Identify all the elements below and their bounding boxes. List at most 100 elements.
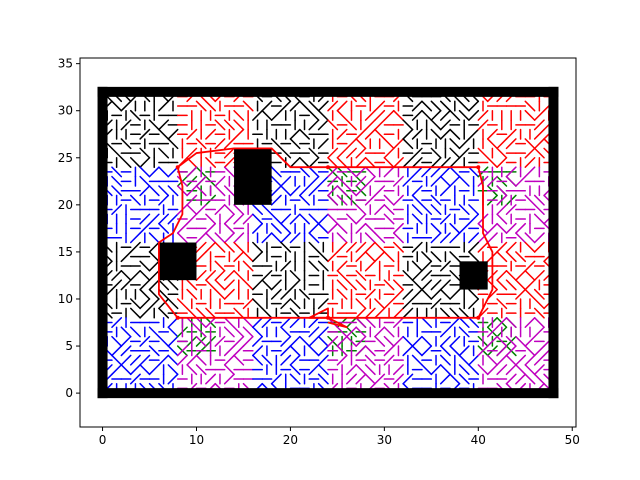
path-node bbox=[326, 165, 330, 170]
maze-segment bbox=[270, 194, 282, 206]
maze-segment bbox=[120, 364, 132, 376]
maze-segment bbox=[355, 166, 367, 178]
maze-segment bbox=[402, 335, 414, 347]
y-axis: 0 5 10 15 20 25 30 35 bbox=[58, 57, 80, 400]
maze-segment bbox=[439, 213, 451, 225]
maze-segment bbox=[533, 241, 545, 253]
maze-segment bbox=[533, 204, 545, 216]
maze-segment bbox=[439, 232, 451, 244]
maze-segment bbox=[411, 279, 423, 291]
maze-segment bbox=[430, 109, 442, 121]
maze-segment bbox=[421, 269, 433, 281]
maze-segment bbox=[383, 138, 395, 150]
maze-segment bbox=[449, 288, 461, 300]
maze-segment bbox=[496, 194, 508, 206]
maze-segment bbox=[186, 279, 198, 291]
maze-segment bbox=[139, 335, 151, 347]
maze-segment bbox=[158, 213, 170, 225]
maze-segment bbox=[120, 335, 132, 347]
maze-segment bbox=[468, 241, 480, 253]
maze-segment bbox=[120, 157, 132, 168]
maze-segment bbox=[327, 222, 339, 234]
maze-segment bbox=[524, 109, 536, 121]
maze-segment bbox=[223, 279, 235, 291]
maze-segment bbox=[167, 373, 179, 385]
maze-segment bbox=[252, 317, 263, 328]
maze-segment bbox=[468, 288, 480, 300]
maze-segment bbox=[176, 345, 188, 357]
maze-segment bbox=[167, 213, 179, 225]
obstacle-block bbox=[459, 261, 488, 290]
plot-area bbox=[97, 86, 559, 399]
maze-segment bbox=[158, 185, 170, 197]
maze-segment bbox=[346, 241, 357, 253]
maze-segment bbox=[477, 232, 489, 244]
maze-segment bbox=[346, 213, 357, 225]
maze-segment bbox=[186, 204, 198, 216]
maze-segment bbox=[129, 241, 141, 253]
maze-segment bbox=[505, 335, 517, 347]
maze-segment bbox=[402, 345, 414, 357]
maze-segment bbox=[383, 109, 395, 121]
maze-segment bbox=[346, 119, 357, 131]
maze-segment bbox=[317, 354, 329, 366]
maze-segment bbox=[129, 232, 141, 244]
maze-segment bbox=[280, 260, 292, 272]
maze-segment bbox=[233, 204, 245, 216]
maze-segment bbox=[336, 185, 348, 197]
maze-segment bbox=[524, 138, 536, 150]
maze-segment bbox=[129, 298, 141, 310]
maze-segment bbox=[449, 345, 461, 357]
maze-segment bbox=[364, 194, 376, 206]
maze-segment bbox=[524, 241, 536, 253]
maze-segment bbox=[383, 298, 395, 310]
maze-segment bbox=[355, 269, 367, 281]
x-axis: 0 10 20 30 40 50 bbox=[99, 427, 580, 447]
maze-segment bbox=[186, 185, 198, 197]
maze-segment bbox=[364, 251, 376, 263]
maze-segment bbox=[374, 109, 386, 121]
maze-segment bbox=[308, 119, 320, 131]
maze-segment bbox=[223, 373, 235, 385]
maze-segment bbox=[158, 288, 170, 300]
maze-segment bbox=[364, 119, 376, 131]
maze-segment bbox=[111, 147, 123, 159]
maze-segment bbox=[524, 279, 536, 291]
maze-segment bbox=[111, 269, 123, 281]
maze-segment bbox=[393, 317, 404, 328]
maze-segment bbox=[289, 269, 301, 281]
maze-segment bbox=[411, 213, 423, 225]
maze-segment bbox=[439, 335, 451, 347]
maze-segment bbox=[439, 260, 451, 272]
maze-segment bbox=[280, 354, 292, 366]
maze-segment bbox=[355, 138, 367, 150]
maze-segment bbox=[289, 100, 301, 112]
maze-segment bbox=[336, 269, 348, 281]
maze-segment bbox=[327, 335, 339, 347]
maze-segment bbox=[505, 269, 517, 281]
maze-segment bbox=[449, 317, 461, 328]
maze-segment bbox=[214, 260, 226, 272]
maze-segment bbox=[383, 213, 395, 225]
maze-segment bbox=[270, 175, 282, 187]
maze-segment bbox=[430, 166, 442, 178]
maze-segment bbox=[383, 204, 395, 216]
maze-segment bbox=[148, 213, 160, 225]
maze-segment bbox=[393, 307, 404, 319]
maze-segment bbox=[280, 147, 292, 159]
maze-segment bbox=[242, 260, 254, 272]
maze-segment bbox=[439, 279, 451, 291]
maze-segment bbox=[449, 128, 461, 140]
path-node bbox=[326, 315, 330, 320]
maze-segment bbox=[533, 232, 545, 244]
maze-segment bbox=[355, 213, 367, 225]
maze-segment bbox=[252, 241, 263, 253]
maze-segment bbox=[111, 335, 123, 347]
maze-segment bbox=[289, 185, 301, 197]
maze-segment bbox=[468, 354, 480, 366]
maze-segment bbox=[120, 138, 132, 150]
maze-segment bbox=[458, 100, 470, 112]
maze-segment bbox=[317, 109, 329, 121]
path-node bbox=[175, 165, 180, 170]
maze-segment bbox=[176, 175, 188, 187]
